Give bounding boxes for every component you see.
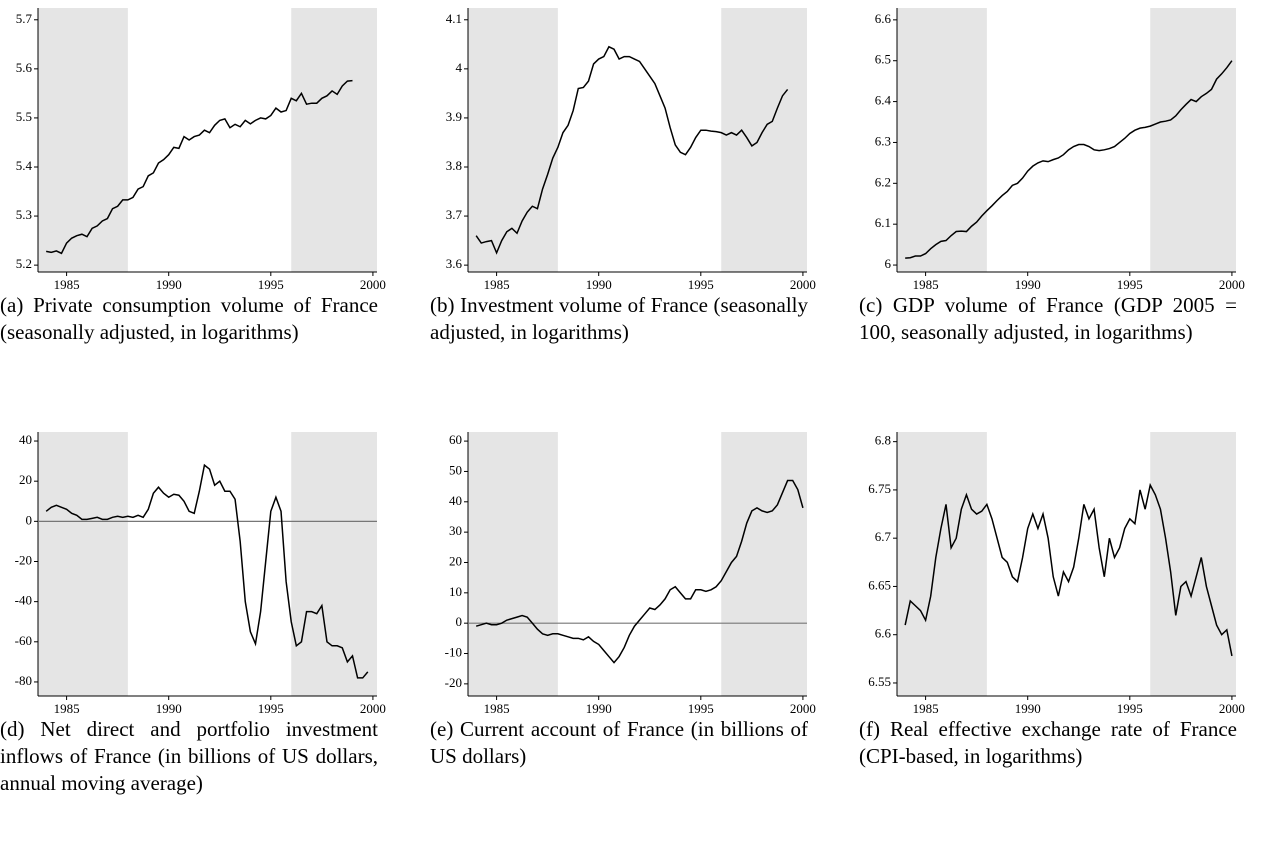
y-tick-label: 0 — [456, 614, 463, 629]
x-tick-label: 1995 — [258, 277, 284, 292]
caption: (b) Investment volume of France (seasona… — [430, 293, 808, 344]
caption: (d) Net direct and portfolio investment … — [0, 717, 378, 795]
y-tick-label: -20 — [445, 675, 462, 690]
y-tick-label: 50 — [449, 462, 462, 477]
y-tick-label: 3.8 — [446, 158, 462, 173]
x-tick-label: 2000 — [790, 701, 816, 716]
y-tick-label: 6.75 — [868, 481, 891, 496]
shaded-region — [897, 8, 987, 272]
x-tick-label: 1990 — [156, 701, 182, 716]
shaded-region — [468, 8, 558, 272]
x-tick-label: 2000 — [1219, 277, 1245, 292]
y-tick-label: 6 — [885, 256, 892, 271]
x-tick-label: 1990 — [586, 277, 612, 292]
y-tick-label: 6.1 — [875, 215, 891, 230]
y-tick-label: 6.4 — [875, 93, 892, 108]
shaded-region — [468, 432, 558, 696]
x-tick-label: 1990 — [156, 277, 182, 292]
y-tick-label: 5.3 — [16, 207, 32, 222]
y-tick-label: 40 — [449, 493, 462, 508]
y-tick-label: 5.7 — [16, 11, 33, 26]
y-tick-label: 6.8 — [875, 433, 891, 448]
y-tick-label: 6.6 — [875, 626, 892, 641]
x-tick-label: 1985 — [54, 277, 80, 292]
data-line — [905, 60, 1233, 259]
y-tick-label: 5.6 — [16, 60, 33, 75]
shaded-region — [897, 432, 987, 696]
y-tick-label: 0 — [26, 512, 33, 527]
caption: (a) Private consumption volume of France… — [0, 293, 378, 344]
x-tick-label: 1985 — [913, 701, 939, 716]
y-tick-label: 6.3 — [875, 133, 891, 148]
y-tick-label: 4.1 — [446, 11, 462, 26]
x-tick-label: 1995 — [1117, 701, 1143, 716]
shaded-region — [291, 8, 377, 272]
shaded-region — [1150, 432, 1236, 696]
shaded-region — [1150, 8, 1236, 272]
x-tick-label: 2000 — [1219, 701, 1245, 716]
y-tick-label: 6.55 — [868, 674, 891, 689]
x-tick-label: 1985 — [484, 277, 510, 292]
y-tick-label: -10 — [445, 645, 462, 660]
y-tick-label: 3.9 — [446, 109, 462, 124]
y-tick-label: 4 — [456, 60, 463, 75]
data-line — [45, 463, 369, 679]
x-tick-label: 1995 — [1117, 277, 1143, 292]
y-tick-label: 5.4 — [16, 158, 33, 173]
shaded-region — [721, 432, 807, 696]
y-tick-label: 5.2 — [16, 256, 32, 271]
shaded-region — [38, 8, 128, 272]
y-tick-label: -60 — [15, 633, 32, 648]
x-tick-label: 1990 — [586, 701, 612, 716]
y-tick-label: 6.6 — [875, 11, 892, 26]
x-tick-label: 1995 — [688, 701, 714, 716]
x-tick-label: 1995 — [688, 277, 714, 292]
y-tick-label: 6.65 — [868, 577, 891, 592]
y-tick-label: 3.6 — [446, 256, 463, 271]
y-tick-label: 30 — [449, 523, 462, 538]
data-line — [46, 79, 353, 255]
y-tick-label: 6.5 — [875, 52, 891, 67]
x-tick-label: 2000 — [360, 701, 386, 716]
y-tick-label: 10 — [449, 584, 462, 599]
x-tick-label: 1985 — [484, 701, 510, 716]
caption: (f) Real effective exchange rate of Fran… — [859, 717, 1237, 768]
shaded-region — [291, 432, 377, 696]
caption: (e) Current account of France (in billio… — [430, 717, 808, 768]
shaded-region — [721, 8, 807, 272]
data-line — [904, 482, 1233, 657]
x-tick-label: 2000 — [360, 277, 386, 292]
y-tick-label: 6.2 — [875, 174, 891, 189]
y-tick-label: 6.7 — [875, 529, 892, 544]
y-tick-label: 3.7 — [446, 207, 463, 222]
shaded-region — [38, 432, 128, 696]
x-tick-label: 1995 — [258, 701, 284, 716]
x-tick-label: 1985 — [54, 701, 80, 716]
y-tick-label: -80 — [15, 673, 32, 688]
x-tick-label: 1990 — [1015, 701, 1041, 716]
y-tick-label: 20 — [449, 553, 462, 568]
x-tick-label: 2000 — [790, 277, 816, 292]
x-tick-label: 1985 — [913, 277, 939, 292]
y-tick-label: 40 — [19, 432, 32, 447]
y-tick-label: 5.5 — [16, 109, 32, 124]
data-line — [475, 45, 789, 255]
y-tick-label: 20 — [19, 472, 32, 487]
y-tick-label: -40 — [15, 593, 32, 608]
data-line — [475, 479, 804, 664]
x-tick-label: 1990 — [1015, 277, 1041, 292]
y-tick-label: 60 — [449, 432, 462, 447]
y-tick-label: -20 — [15, 552, 32, 567]
caption: (c) GDP volume of France (GDP 2005 = 100… — [859, 293, 1237, 344]
